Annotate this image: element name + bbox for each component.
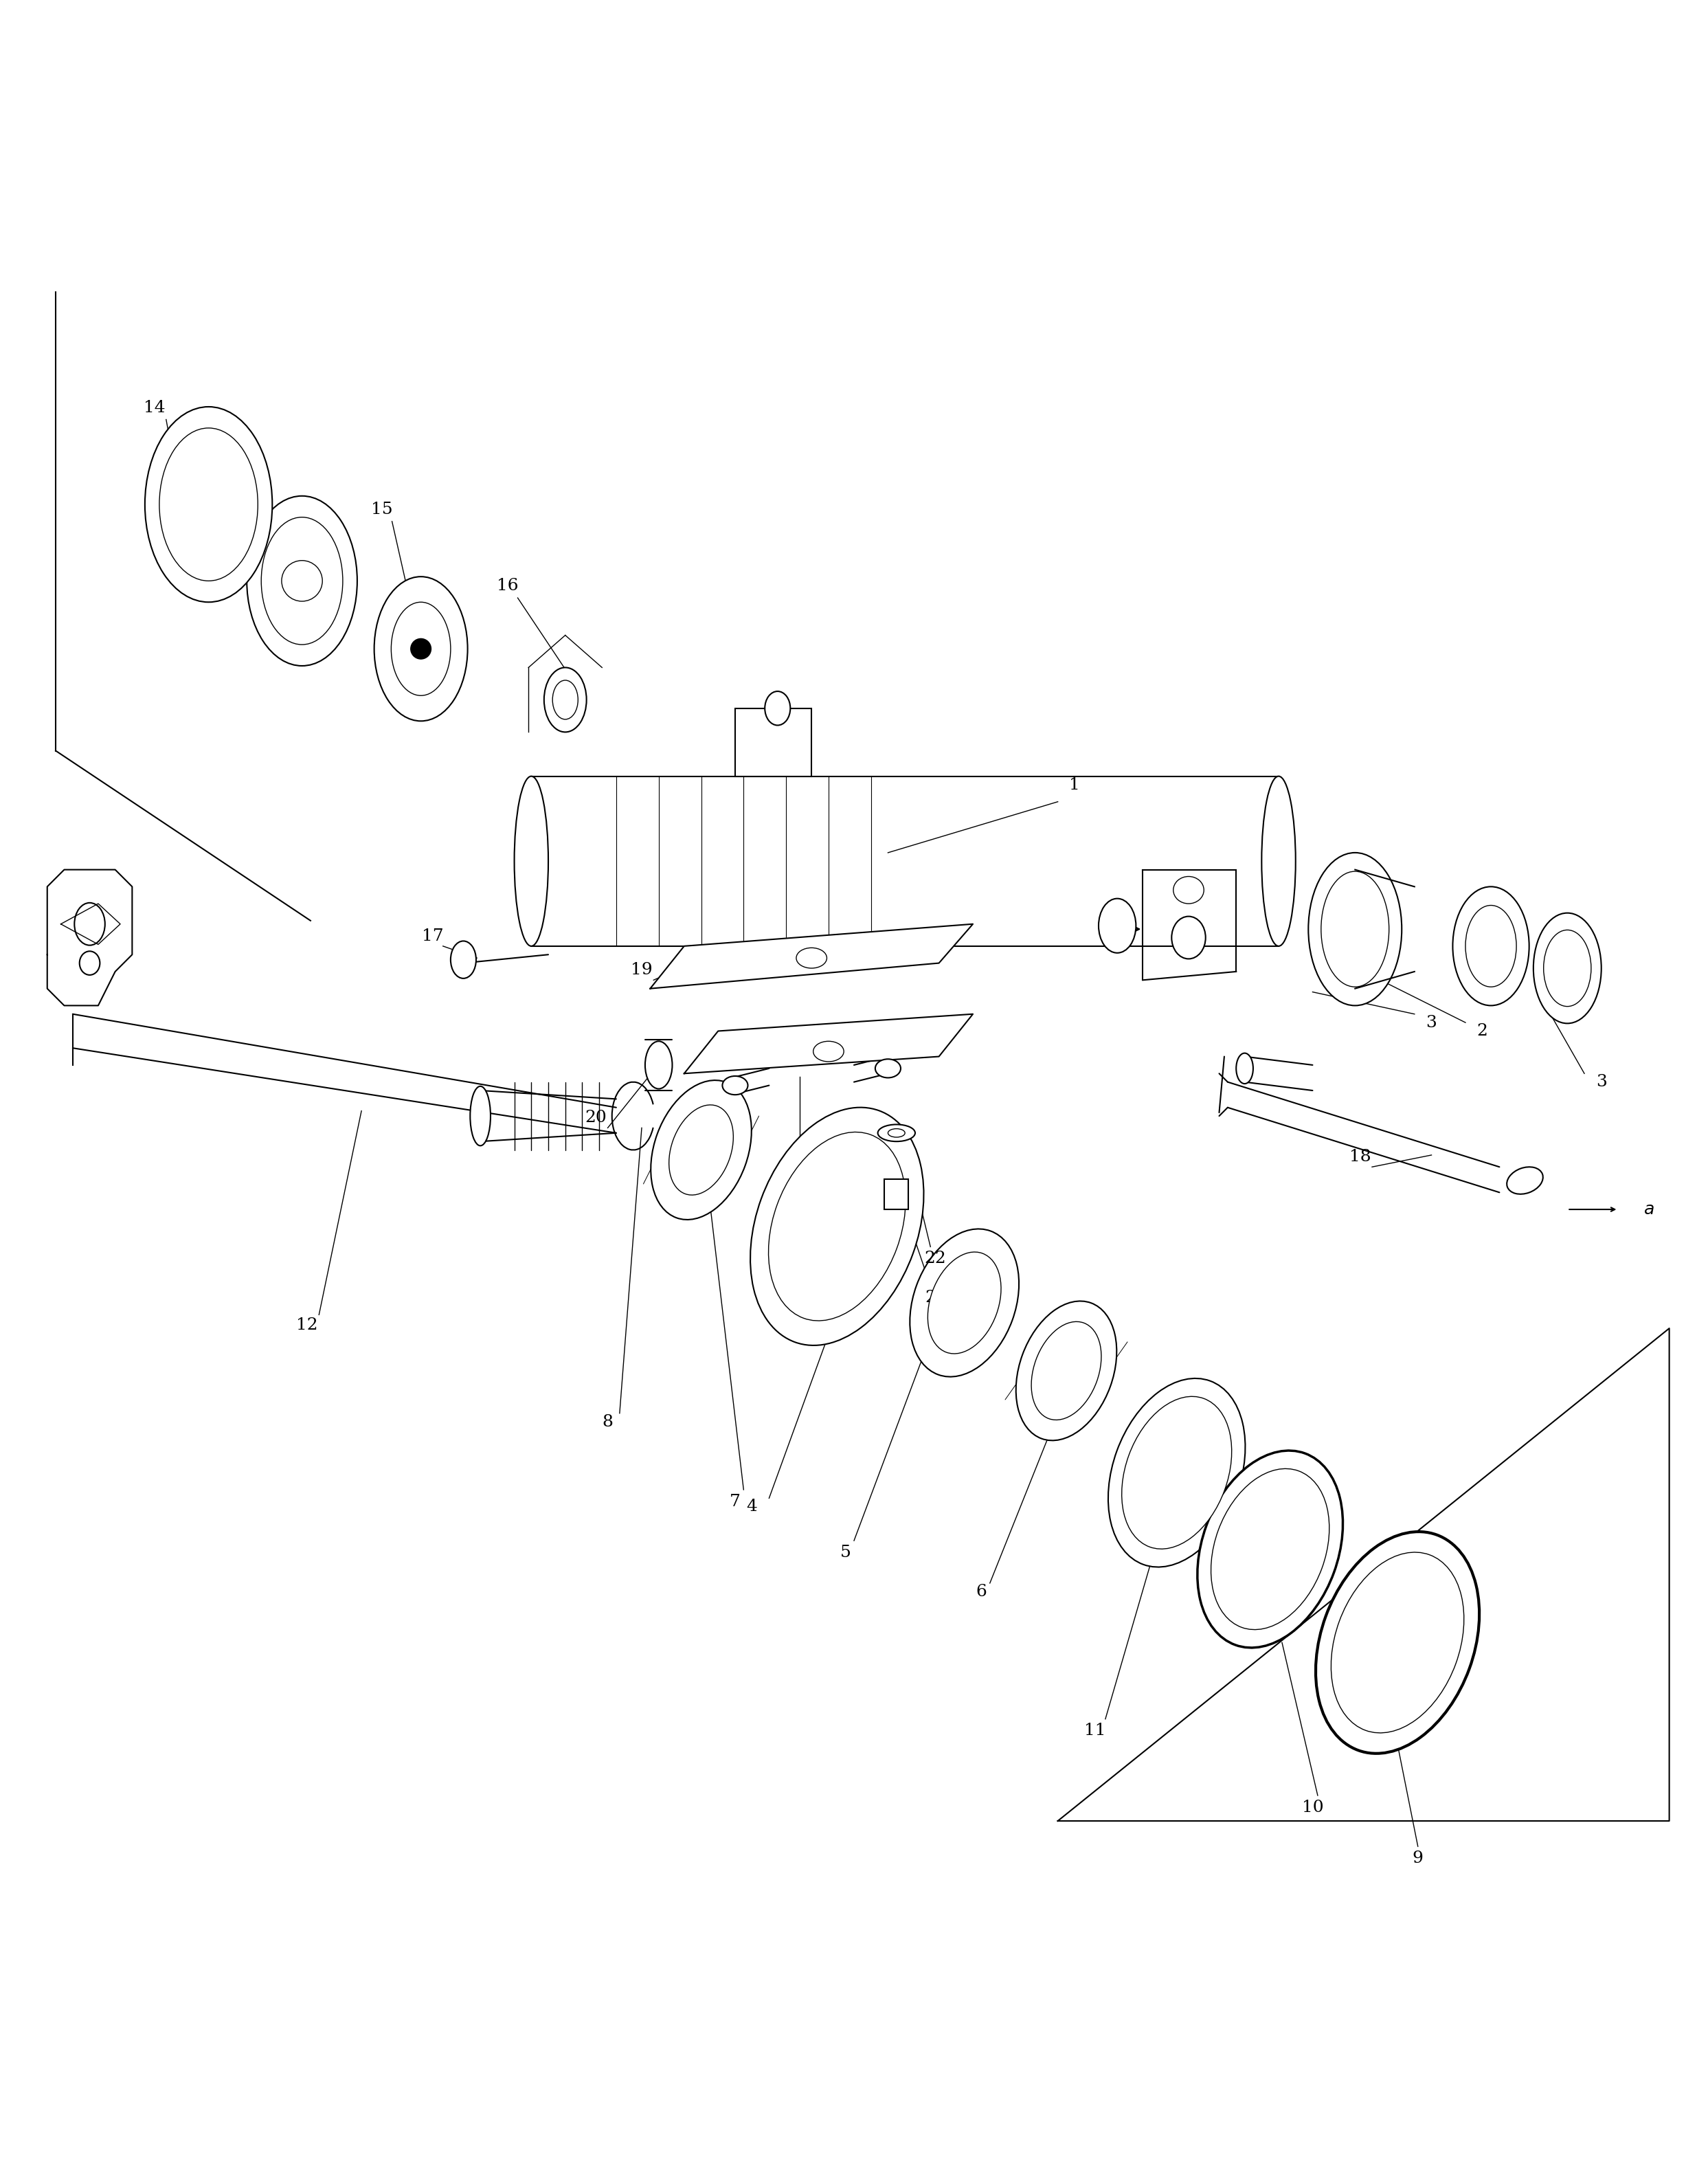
Ellipse shape [514,776,548,947]
Bar [734,709,811,776]
Text: 14: 14 [143,399,166,417]
Ellipse shape [651,1080,752,1219]
Ellipse shape [769,1132,905,1322]
Ellipse shape [1454,888,1529,1005]
Ellipse shape [1331,1553,1464,1734]
Ellipse shape [1098,899,1136,953]
Text: 9: 9 [1413,1849,1423,1867]
Polygon shape [651,925,974,988]
Ellipse shape [1197,1450,1342,1647]
Text: 8: 8 [603,1413,613,1431]
Ellipse shape [910,1228,1020,1376]
Ellipse shape [1544,929,1592,1005]
Ellipse shape [1506,1167,1542,1195]
Text: a: a [1108,918,1119,931]
Ellipse shape [261,517,343,646]
Ellipse shape [1211,1468,1329,1629]
Bar [885,1180,909,1210]
Ellipse shape [1315,1531,1479,1754]
Text: 11: 11 [1085,1723,1107,1738]
Text: 10: 10 [1301,1799,1324,1815]
Ellipse shape [1172,916,1206,960]
Text: 15: 15 [371,502,393,517]
Ellipse shape [1308,853,1402,1005]
Text: 1: 1 [1069,776,1079,792]
Text: 3: 3 [1595,1073,1607,1090]
Ellipse shape [145,408,272,602]
Text: 3: 3 [1426,1014,1436,1029]
Ellipse shape [722,1075,748,1095]
Ellipse shape [545,667,586,733]
Ellipse shape [1032,1322,1102,1420]
Circle shape [410,639,430,659]
Text: 2: 2 [1477,1023,1488,1038]
Ellipse shape [765,691,791,726]
Ellipse shape [1122,1396,1231,1549]
Text: a: a [1643,1202,1655,1217]
Ellipse shape [374,576,468,722]
Ellipse shape [874,1060,900,1077]
Ellipse shape [1237,1053,1254,1084]
Ellipse shape [1016,1302,1117,1439]
Text: 18: 18 [1349,1149,1372,1165]
Ellipse shape [470,1086,490,1145]
Ellipse shape [1108,1378,1245,1566]
Polygon shape [48,870,132,1005]
Text: 13: 13 [246,484,266,499]
Ellipse shape [670,1106,733,1195]
Ellipse shape [1465,905,1517,986]
Text: 19: 19 [630,962,652,977]
Text: 21: 21 [924,1289,946,1306]
Ellipse shape [552,680,577,720]
Polygon shape [685,1014,974,1073]
Text: 4: 4 [746,1498,758,1514]
Ellipse shape [1262,776,1296,947]
Ellipse shape [878,1125,915,1141]
Text: 5: 5 [840,1544,851,1559]
Text: 12: 12 [295,1317,318,1333]
Text: 19: 19 [779,1204,801,1221]
Text: 17: 17 [422,929,444,944]
Ellipse shape [1320,872,1389,986]
Ellipse shape [927,1252,1001,1354]
Ellipse shape [451,940,477,979]
Text: 6: 6 [975,1583,987,1599]
Ellipse shape [1534,914,1602,1023]
Ellipse shape [246,495,357,665]
Text: 22: 22 [924,1250,946,1267]
Ellipse shape [646,1040,673,1088]
Text: 7: 7 [729,1494,741,1509]
Ellipse shape [159,427,258,580]
Ellipse shape [391,602,451,696]
Ellipse shape [750,1108,924,1346]
Text: 16: 16 [497,578,519,593]
Text: 20: 20 [584,1110,606,1125]
